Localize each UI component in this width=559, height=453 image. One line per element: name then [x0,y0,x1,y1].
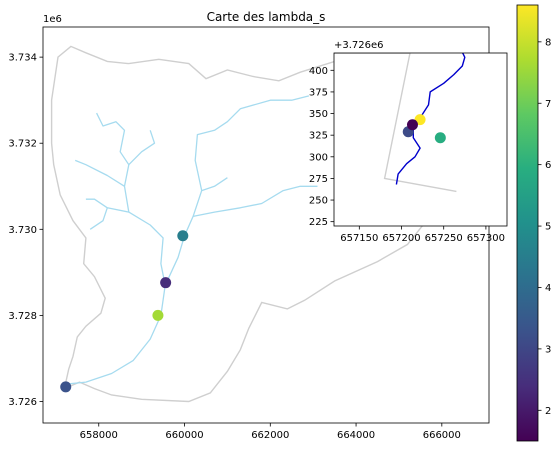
inset-data-point [434,132,446,144]
y-tick-label: 3.728 [8,311,37,322]
river-segment [74,159,125,187]
chart-title: Carte des lambda_s [207,10,326,24]
colorbar-tick-label: 4 [545,283,551,294]
inset-y-tick-label: 225 [309,217,328,228]
colorbar-tick-label: 5 [545,222,551,233]
y-tick-label: 3.732 [8,139,37,150]
colorbar-ticks: 2 3 4 5 6 7 8 [538,37,551,417]
inset-boundary [334,53,457,193]
inset-data-point [406,119,418,131]
y-tick-label: 3.726 [8,397,37,408]
river-segment [201,177,228,192]
inset-data-layer [334,53,466,193]
inset-axes: 657150 657200 657250 657300 225 250 275 300 325… [309,40,508,244]
inset-y-tick-label: 350 [309,109,328,120]
colorbar-tick-label: 7 [545,99,551,110]
inset-x-tick-label: 657200 [382,233,420,244]
data-point [152,309,164,321]
colorbar-tick-label: 2 [545,406,551,417]
colorbar: 2 3 4 5 6 7 8 [516,4,551,442]
colorbar-tick-label: 6 [545,160,551,171]
main-x-ticks: 658000 660000 662000 664000 666000 [80,423,461,441]
x-tick-label: 660000 [165,430,203,441]
river-segment [85,198,166,286]
inset-x-tick-label: 657300 [467,233,505,244]
river-segment [128,130,156,166]
inset-y-tick-label: 375 [309,87,328,98]
inset-x-tick-label: 657150 [340,233,378,244]
data-point [60,381,72,393]
inset-background [334,53,507,226]
colorbar-gradient [517,5,538,441]
colorbar-frame [516,4,539,442]
data-point [177,230,189,242]
inset-y-ticks: 225 250 275 300 325 350 375 400 [309,66,334,228]
data-point [160,277,172,289]
colorbar-tick-label: 8 [545,37,551,48]
x-tick-label: 658000 [80,430,118,441]
inset-y-tick-label: 275 [309,174,328,185]
inset-offset-text: +3.726e6 [334,40,384,51]
river-segment [96,112,130,213]
colorbar-tick-label: 3 [545,344,551,355]
y-tick-label: 3.730 [8,225,37,236]
inset-x-tick-label: 657250 [425,233,463,244]
x-tick-label: 662000 [251,430,289,441]
inset-y-tick-label: 250 [309,196,328,207]
main-data-layer [50,45,482,403]
river-segment [192,185,318,218]
inset-axes-frame [333,52,508,227]
inset-x-ticks: 657150 657200 657250 657300 [340,226,505,244]
y-offset-text: 1e6 [43,14,62,25]
inset-y-tick-label: 325 [309,131,328,142]
river-segment [89,207,108,230]
main-y-ticks: 3.726 3.728 3.730 3.732 3.734 [8,53,43,408]
inset-y-tick-label: 400 [309,66,328,77]
x-tick-label: 666000 [423,430,461,441]
inset-y-tick-label: 300 [309,152,328,163]
catchment-boundary [50,45,482,403]
y-tick-label: 3.734 [8,53,37,64]
x-tick-label: 664000 [337,430,375,441]
